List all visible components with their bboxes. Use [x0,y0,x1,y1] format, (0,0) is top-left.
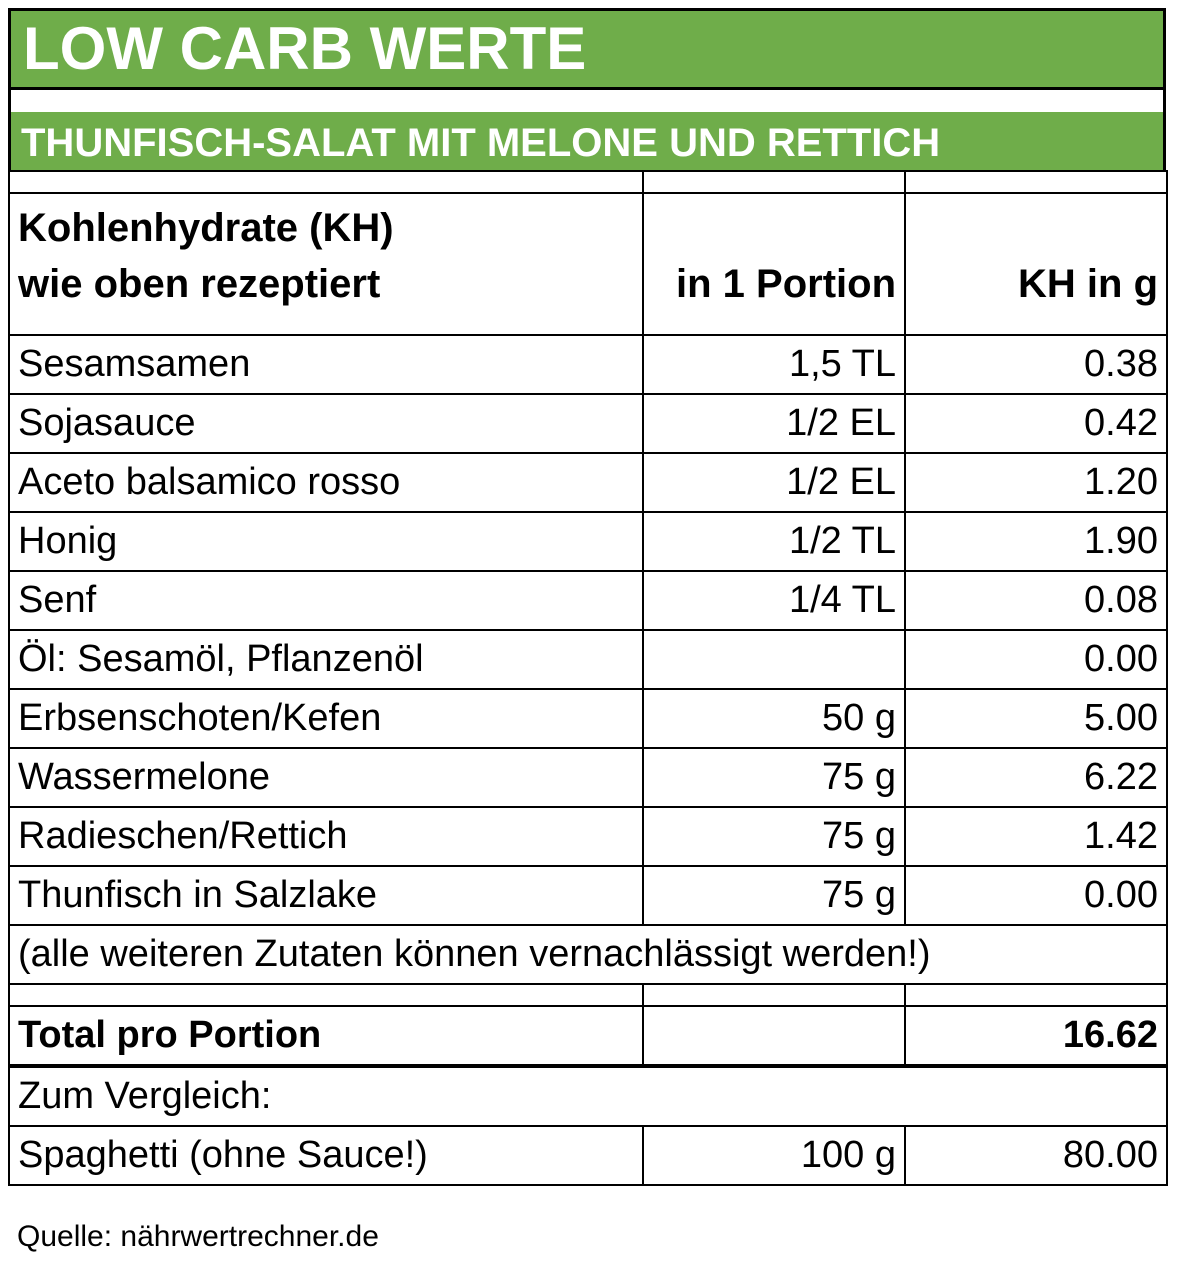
header-ingredient-line1: Kohlenhydrate (KH) [18,206,394,250]
ingredient-portion [642,629,906,690]
ingredient-portion: 1,5 TL [642,334,906,395]
ingredient-carbs: 1.42 [904,806,1168,867]
comparison-portion: 100 g [642,1125,906,1186]
ingredient-carbs: 0.00 [904,865,1168,926]
ingredient-portion: 1/4 TL [642,570,906,631]
table-row: Öl: Sesamöl, Pflanzenöl 0.00 [8,629,1168,690]
ingredient-carbs: 5.00 [904,688,1168,749]
recipe-subtitle: THUNFISCH-SALAT MIT MELONE UND RETTICH [8,112,1166,172]
table-row: Sesamsamen 1,5 TL 0.38 [8,334,1168,395]
table-row: Radieschen/Rettich 75 g 1.42 [8,806,1168,867]
total-value: 16.62 [904,1005,1168,1066]
spacer-row [8,170,1168,194]
source-note: Quelle: nährwertrechner.de [17,1220,379,1253]
ingredient-name: Erbsenschoten/Kefen [8,688,644,749]
ingredient-portion: 1/2 EL [642,452,906,513]
note-text: (alle weiteren Zutaten können vernachläs… [8,924,1168,985]
ingredient-portion: 1/2 TL [642,511,906,572]
table-header: Kohlenhydrate (KH) wie oben rezeptiert i… [8,192,1168,336]
table-row: Wassermelone 75 g 6.22 [8,747,1168,808]
ingredient-portion: 50 g [642,688,906,749]
total-label: Total pro Portion [8,1005,644,1066]
comparison-table: Zum Vergleich: Spaghetti (ohne Sauce!) 1… [8,1066,1168,1186]
ingredient-carbs: 0.38 [904,334,1168,395]
header-carbs: KH in g [904,192,1168,336]
ingredient-portion: 1/2 EL [642,393,906,454]
total-portion [642,1005,906,1066]
ingredient-carbs: 0.08 [904,570,1168,631]
ingredient-carbs: 1.90 [904,511,1168,572]
table-row: Thunfisch in Salzlake 75 g 0.00 [8,865,1168,926]
page-title: LOW CARB WERTE [8,8,1166,90]
spacer-row [8,983,1168,1007]
ingredient-carbs: 6.22 [904,747,1168,808]
carb-table: Kohlenhydrate (KH) wie oben rezeptiert i… [8,170,1168,1066]
ingredient-name: Wassermelone [8,747,644,808]
comparison-heading: Zum Vergleich: [8,1066,1168,1127]
comparison-heading-row: Zum Vergleich: [8,1066,1168,1127]
ingredient-name: Honig [8,511,644,572]
ingredient-carbs: 0.42 [904,393,1168,454]
ingredient-carbs: 0.00 [904,629,1168,690]
ingredient-name: Sojasauce [8,393,644,454]
ingredient-name: Öl: Sesamöl, Pflanzenöl [8,629,644,690]
table-row: Erbsenschoten/Kefen 50 g 5.00 [8,688,1168,749]
comparison-carbs: 80.00 [904,1125,1168,1186]
table-row: Aceto balsamico rosso 1/2 EL 1.20 [8,452,1168,513]
comparison-row: Spaghetti (ohne Sauce!) 100 g 80.00 [8,1125,1168,1186]
note-row: (alle weiteren Zutaten können vernachläs… [8,924,1168,985]
table-row: Honig 1/2 TL 1.90 [8,511,1168,572]
spacer-bar [8,88,1166,114]
ingredient-name: Aceto balsamico rosso [8,452,644,513]
ingredient-name: Senf [8,570,644,631]
ingredient-portion: 75 g [642,865,906,926]
total-row: Total pro Portion 16.62 [8,1005,1168,1066]
header-portion: in 1 Portion [642,192,906,336]
table-row: Sojasauce 1/2 EL 0.42 [8,393,1168,454]
ingredient-name: Thunfisch in Salzlake [8,865,644,926]
table-row: Senf 1/4 TL 0.08 [8,570,1168,631]
header-ingredient-line2: wie oben rezeptiert [18,262,381,306]
ingredient-name: Sesamsamen [8,334,644,395]
header-ingredient: Kohlenhydrate (KH) wie oben rezeptiert [8,192,644,336]
ingredient-portion: 75 g [642,747,906,808]
ingredient-name: Radieschen/Rettich [8,806,644,867]
ingredient-carbs: 1.20 [904,452,1168,513]
comparison-name: Spaghetti (ohne Sauce!) [8,1125,644,1186]
ingredient-portion: 75 g [642,806,906,867]
